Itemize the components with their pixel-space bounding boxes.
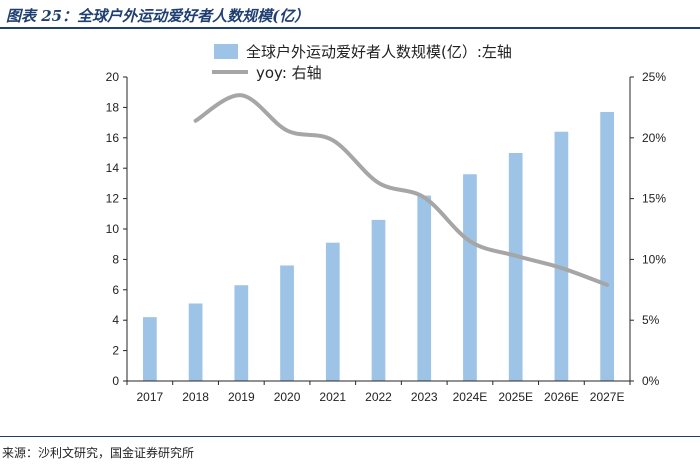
legend-line-label: yoy: 右轴 xyxy=(256,64,322,82)
figure-title: 图表 25：全球户外运动爱好者人数规模(亿） xyxy=(6,7,310,25)
bar xyxy=(234,285,249,381)
right-tick-label: 25% xyxy=(642,70,666,84)
right-tick-label: 10% xyxy=(642,252,666,266)
x-tick-label: 2026E xyxy=(544,390,579,404)
left-tick-label: 14 xyxy=(106,161,120,175)
bar xyxy=(280,265,294,381)
left-axis: 0 2 4 6 8 10 12 14 16 18 20 xyxy=(106,70,127,388)
axis-lines xyxy=(126,77,631,382)
bar xyxy=(508,153,523,381)
bar-series xyxy=(143,111,614,382)
x-tick-label: 2023 xyxy=(411,390,438,404)
x-tick-label: 2019 xyxy=(228,390,255,404)
bar xyxy=(463,174,477,381)
right-tick-label: 0% xyxy=(642,374,660,388)
yoy-line xyxy=(193,93,610,287)
left-tick-label: 12 xyxy=(106,192,120,206)
x-tick-label: 2017 xyxy=(137,390,164,404)
x-tick-label: 2021 xyxy=(319,390,346,404)
source-rule xyxy=(0,436,700,437)
x-tick-label: 2022 xyxy=(365,390,392,404)
x-tick-label: 2024E xyxy=(453,390,488,404)
right-axis: 0% 5% 10% 15% 20% 25% xyxy=(630,70,666,388)
title-rule xyxy=(0,27,700,29)
left-tick-label: 8 xyxy=(112,252,119,266)
left-tick-label: 2 xyxy=(112,344,119,358)
x-tick-label: 2027E xyxy=(590,390,625,404)
line-series xyxy=(193,93,610,287)
bar xyxy=(554,131,569,381)
right-tick-label: 15% xyxy=(642,192,666,206)
left-tick-label: 18 xyxy=(106,100,120,114)
bar xyxy=(188,303,203,381)
left-tick-label: 16 xyxy=(106,131,120,145)
bar xyxy=(143,317,157,381)
left-tick-label: 0 xyxy=(112,374,119,388)
legend: 全球户外运动爱好者人数规模(亿）:左轴 yoy: 右轴 xyxy=(212,43,512,82)
bar xyxy=(417,195,432,381)
left-tick-label: 20 xyxy=(106,70,120,84)
legend-bar-swatch xyxy=(214,44,238,59)
left-tick-label: 10 xyxy=(106,222,120,236)
bar xyxy=(325,242,340,381)
left-tick-label: 6 xyxy=(112,283,119,297)
bar xyxy=(371,219,386,381)
x-tick-label: 2025E xyxy=(498,390,533,404)
right-tick-label: 20% xyxy=(642,131,666,145)
chart: 全球户外运动爱好者人数规模(亿）:左轴 yoy: 右轴 0 2 4 6 8 10 12 14 1… xyxy=(106,43,667,404)
legend-bar-label: 全球户外运动爱好者人数规模(亿）:左轴 xyxy=(246,43,512,61)
left-tick-label: 4 xyxy=(112,313,119,327)
right-tick-label: 5% xyxy=(642,313,660,327)
x-tick-label: 2018 xyxy=(182,390,209,404)
x-axis: 2017 2018 2019 2020 2021 2022 2023 2024E 2025E 20… xyxy=(126,381,631,404)
x-tick-label: 2020 xyxy=(274,390,301,404)
source-note: 来源：沙利文研究，国金证券研究所 xyxy=(2,446,195,460)
bar xyxy=(600,111,614,382)
